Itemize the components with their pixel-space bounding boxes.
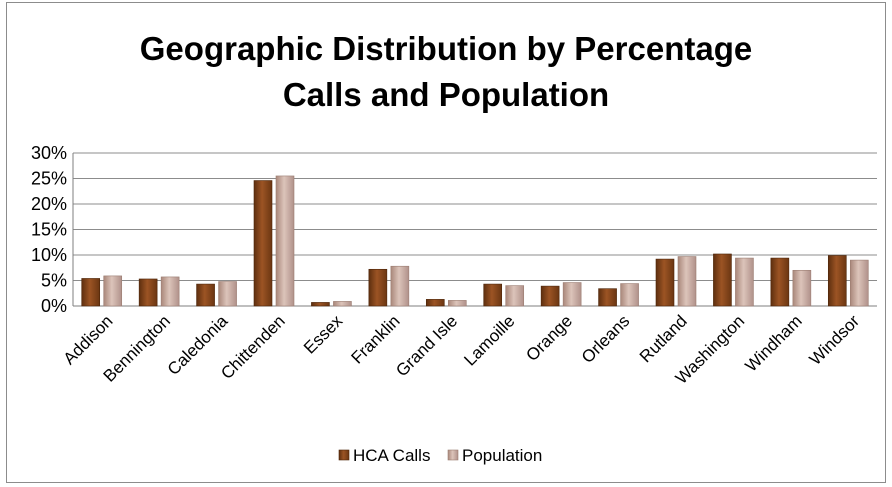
x-tick-label: Essex [300, 311, 347, 358]
y-tick-label: 20% [31, 194, 67, 214]
x-tick-label: Grand Isle [392, 311, 461, 380]
bar-population-grand-isle [447, 300, 467, 307]
bar-population-orleans [620, 283, 639, 307]
bar-hca-calls-orange [540, 285, 560, 307]
legend: HCA Calls Population [338, 446, 542, 465]
bar-hca-calls-addison [81, 278, 101, 307]
legend-swatch [338, 449, 350, 461]
chart-title-line-2: Calls and Population [282, 76, 610, 113]
bar-population-rutland [677, 256, 697, 307]
y-tick-label: 30% [31, 143, 67, 163]
bar-population-windsor [849, 259, 869, 307]
x-tick-label: Orange [522, 311, 576, 365]
bar-hca-calls-bennington [138, 278, 158, 307]
x-tick-label: Orleans [578, 311, 634, 367]
y-tick-label: 25% [31, 169, 67, 189]
bar-population-caledonia [218, 281, 237, 307]
legend-swatch [447, 449, 459, 461]
bar-population-essex [333, 301, 352, 307]
bar-hca-calls-essex [311, 302, 330, 307]
y-tick-label: 0% [41, 296, 67, 316]
bar-hca-calls-windham [770, 257, 790, 307]
x-tick-label: Franklin [347, 311, 403, 367]
bar-hca-calls-lamoille [483, 283, 503, 307]
bar-hca-calls-chittenden [253, 180, 273, 307]
bar-population-orange [562, 282, 582, 307]
y-axis-ticks: 0% 5% 10% 15% 20% 25% 30% [31, 143, 67, 316]
bar-hca-calls-franklin [368, 268, 388, 307]
x-tick-label: Windsor [806, 311, 864, 369]
bar-population-washington [735, 257, 754, 307]
bar-hca-calls-orleans [598, 288, 617, 307]
legend-label: Population [462, 446, 542, 465]
bars [81, 175, 869, 307]
y-tick-label: 10% [31, 245, 67, 265]
gridlines [72, 152, 877, 307]
bar-population-franklin [390, 265, 410, 307]
x-tick-label: Windham [741, 311, 805, 375]
y-tick-label: 5% [41, 271, 67, 291]
chart-title-line-1: Geographic Distribution by Percentage [139, 30, 753, 67]
x-tick-label: Rutland [636, 311, 691, 366]
bar-hca-calls-caledonia [196, 283, 215, 307]
bar-hca-calls-grand-isle [425, 299, 445, 307]
y-tick-label: 15% [31, 220, 67, 240]
bar-hca-calls-rutland [655, 258, 675, 307]
bar-population-windham [792, 269, 812, 307]
x-tick-label: Addison [60, 311, 117, 368]
chart-frame [6, 2, 886, 483]
bar-population-bennington [160, 276, 180, 307]
bar-hca-calls-windsor [827, 255, 847, 307]
bar-population-chittenden [275, 175, 295, 307]
bar-hca-calls-washington [713, 253, 732, 307]
bar-population-lamoille [505, 285, 525, 307]
bar-population-addison [103, 275, 123, 307]
legend-label: HCA Calls [353, 446, 430, 465]
x-tick-label: Lamoille [460, 311, 518, 369]
chart-title: Geographic Distribution by Percentage Ca… [0, 26, 892, 118]
